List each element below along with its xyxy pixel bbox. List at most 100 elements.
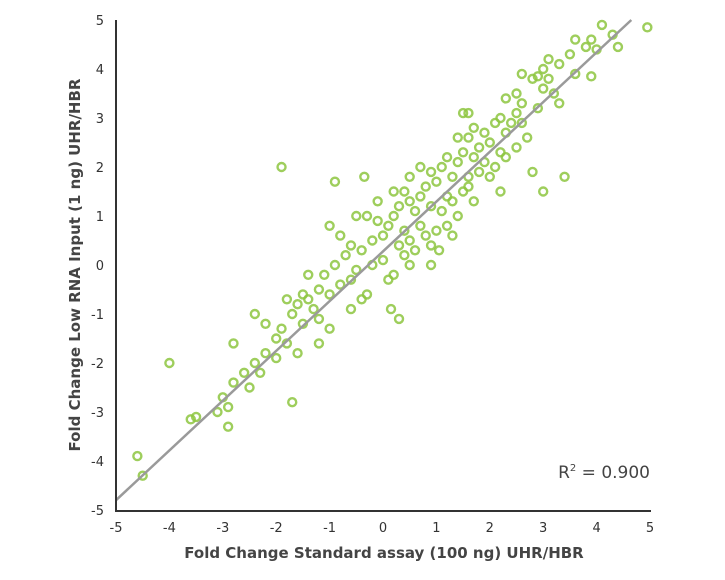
x-tick-label: 3 [539,521,547,536]
data-point [393,200,405,212]
data-point [404,196,415,207]
data-point [642,22,653,33]
data-point [132,450,143,462]
data-point [281,294,293,305]
data-point [447,230,458,241]
y-tick-label: -5 [91,504,104,519]
data-point [324,323,335,334]
data-point [276,161,287,173]
data-point [361,210,373,222]
y-tick-label: -3 [91,406,104,421]
data-point [287,308,298,320]
data-point [372,196,383,207]
x-tick-label: 2 [486,521,494,536]
data-point [324,289,335,300]
data-point [308,303,319,315]
data-point [538,186,549,197]
data-point [297,289,309,300]
data-point [505,117,517,129]
y-tick-label: 5 [96,14,104,29]
data-point [185,414,196,425]
data-point [500,151,512,163]
data-point [479,127,490,138]
data-point [415,220,426,232]
x-axis-title: Fold Change Standard assay (100 ng) UHR/… [184,544,584,562]
r2-superscript: 2 [570,463,576,474]
x-tick-label: -4 [163,521,176,536]
data-point [463,181,474,192]
data-point [303,269,314,280]
y-tick-label: 2 [96,161,104,176]
y-tick-label: 3 [96,112,104,127]
data-point [228,377,239,388]
data-point [511,142,522,153]
data-point [554,98,565,109]
data-point [244,382,255,393]
data-point [287,397,298,408]
data-point [527,73,538,85]
data-point [527,166,538,178]
data-point [324,220,335,232]
y-tick-labels: -5 -4 -3 -2 -1 0 1 2 3 4 5 [91,14,104,519]
data-point [484,171,495,183]
data-point [473,142,485,153]
x-tick-label: -2 [270,521,283,536]
data-point [404,171,415,183]
data-point [222,401,234,413]
data-point [538,83,549,94]
data-point [521,132,533,143]
y-axis-title: Fold Change Low RNA Input (1 ng) UHR/HBR [66,78,84,451]
data-point [436,161,447,173]
data-point [356,245,367,256]
data-point [596,19,608,31]
x-tick-label: -5 [110,521,123,536]
data-point [543,54,554,65]
data-point [543,73,554,85]
data-point [238,367,250,378]
points-layer [132,19,653,481]
data-point [190,411,202,423]
data-point [447,171,458,183]
data-point [457,107,469,119]
data-point [271,352,282,364]
x-tick-label: 5 [646,521,654,536]
y-tick-label: -1 [91,308,104,323]
data-point [399,186,410,197]
data-point [367,235,378,246]
data-point [404,235,415,246]
data-point [222,421,234,432]
data-point [463,107,474,119]
data-point [415,161,426,173]
data-point [516,117,528,129]
y-tick-label: -2 [91,357,104,372]
x-tick-labels: -5 -4 -3 -2 -1 0 1 2 3 4 5 [110,521,655,536]
data-point [345,240,357,251]
data-point [404,259,415,271]
data-point [292,299,303,310]
data-point [164,357,175,369]
data-point [452,210,463,222]
data-point [329,176,341,187]
data-point [340,249,351,261]
data-point [516,68,528,80]
data-point [452,156,463,168]
r-squared-annotation: R2 = 0.900 [558,463,650,483]
data-point [425,200,437,212]
data-point [260,348,271,359]
data-point [468,151,479,163]
data-point [554,58,565,70]
data-point [564,49,576,60]
data-point [538,63,549,75]
data-point [420,230,431,241]
data-point [586,71,597,82]
data-point [271,333,282,344]
data-point [409,205,421,217]
data-point [559,171,570,183]
y-tick-label: 4 [96,63,104,78]
data-point [319,269,330,280]
data-point [254,367,266,378]
data-point [313,313,325,325]
data-point [489,117,501,129]
data-point [415,191,426,202]
